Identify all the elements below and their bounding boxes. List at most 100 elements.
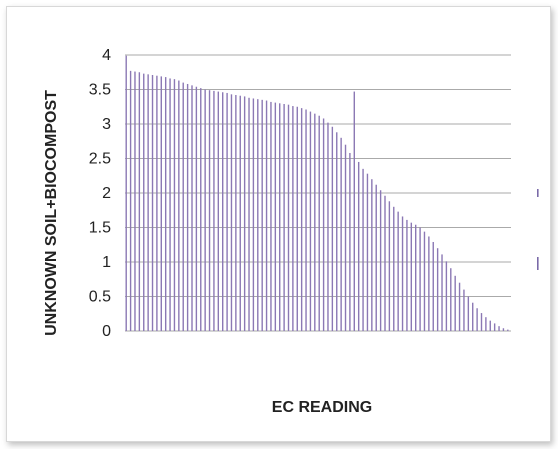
bar <box>270 101 272 331</box>
bar <box>476 308 478 331</box>
bar <box>436 248 439 331</box>
bar <box>480 313 483 331</box>
bar <box>502 328 505 331</box>
bar <box>296 106 298 331</box>
y-tick-label: 2.5 <box>89 151 111 168</box>
bar <box>186 83 189 331</box>
bar <box>467 296 470 331</box>
chart-frame: 0 0.5 1 1.5 2 2.5 3 3.5 4 UNKNOWN SOIL+BIOCOMPOS… <box>6 6 551 442</box>
bar <box>143 73 145 331</box>
bar <box>274 102 277 331</box>
legend <box>537 189 539 270</box>
y-tick-label: 1.5 <box>89 220 111 237</box>
bar <box>283 103 285 332</box>
bar <box>204 89 206 331</box>
bar <box>208 90 211 331</box>
bar <box>410 222 413 331</box>
bar <box>226 92 228 331</box>
bar <box>156 75 158 331</box>
bar <box>318 115 320 331</box>
bar <box>362 168 364 331</box>
x-axis-title: EC READING <box>272 399 372 416</box>
bar <box>322 118 325 331</box>
bar <box>178 80 180 331</box>
bar <box>463 289 465 331</box>
bar <box>287 104 290 332</box>
bar <box>485 317 487 331</box>
bar <box>235 95 237 332</box>
bar <box>182 82 184 331</box>
y-tick-label: 0.5 <box>89 289 111 306</box>
bar <box>222 92 224 331</box>
y-tick-label: 2 <box>102 185 111 202</box>
legend-marker <box>537 189 539 197</box>
bar <box>415 224 417 331</box>
y-tick-label: 0 <box>102 323 111 340</box>
bar <box>344 144 347 331</box>
bar <box>379 190 382 331</box>
legend-marker <box>537 257 539 270</box>
bar <box>419 227 421 331</box>
bar <box>200 88 202 332</box>
bar <box>428 236 430 331</box>
bar <box>432 241 434 331</box>
bar <box>489 320 491 331</box>
y-tick-label: 4 <box>102 47 111 64</box>
bar-chart: 0 0.5 1 1.5 2 2.5 3 3.5 4 UNKNOWN SOIL+BIOCOMPOS… <box>43 47 539 416</box>
bar <box>243 96 246 332</box>
bar <box>195 86 198 332</box>
y-tick-label: 3.5 <box>89 82 111 99</box>
bar <box>169 78 171 332</box>
bar <box>340 137 342 331</box>
bar <box>134 71 136 331</box>
bar <box>261 99 263 331</box>
bar <box>507 329 509 331</box>
bar <box>393 206 395 331</box>
bar <box>314 113 316 332</box>
bar <box>279 103 281 331</box>
bar <box>375 184 377 331</box>
bar <box>493 323 496 331</box>
bar <box>397 211 399 331</box>
bar <box>401 216 404 331</box>
bar <box>147 74 149 331</box>
bar <box>160 76 162 331</box>
bar <box>458 282 461 331</box>
bar <box>336 132 338 331</box>
bar <box>164 77 167 331</box>
bar <box>327 122 329 332</box>
bar <box>191 85 193 331</box>
bar <box>292 106 294 331</box>
bar <box>257 99 259 331</box>
bar <box>498 326 500 331</box>
bar <box>388 201 391 331</box>
y-tick-label: 1 <box>102 254 111 271</box>
bar <box>445 261 448 331</box>
bar <box>441 254 443 331</box>
bar <box>252 98 255 331</box>
bar <box>309 111 312 331</box>
bar-series <box>125 55 509 332</box>
bar <box>300 108 303 331</box>
bar <box>230 94 233 331</box>
bar <box>406 219 408 331</box>
bar <box>217 91 220 331</box>
bar <box>138 72 141 331</box>
bar <box>125 55 127 331</box>
bar <box>265 100 268 331</box>
bar <box>305 109 307 331</box>
bar <box>129 70 132 331</box>
bar <box>371 179 373 331</box>
bar <box>357 161 360 331</box>
bar <box>349 152 351 331</box>
y-tick-labels: 0 0.5 1 1.5 2 2.5 3 3.5 4 <box>89 47 111 340</box>
bar <box>366 173 369 331</box>
bar <box>248 97 250 331</box>
bar <box>173 79 176 332</box>
grid-lines <box>125 54 511 332</box>
bar <box>151 75 154 331</box>
bar <box>472 302 474 331</box>
bar <box>454 275 456 331</box>
y-tick-label: 3 <box>102 116 111 133</box>
bar <box>450 268 452 331</box>
